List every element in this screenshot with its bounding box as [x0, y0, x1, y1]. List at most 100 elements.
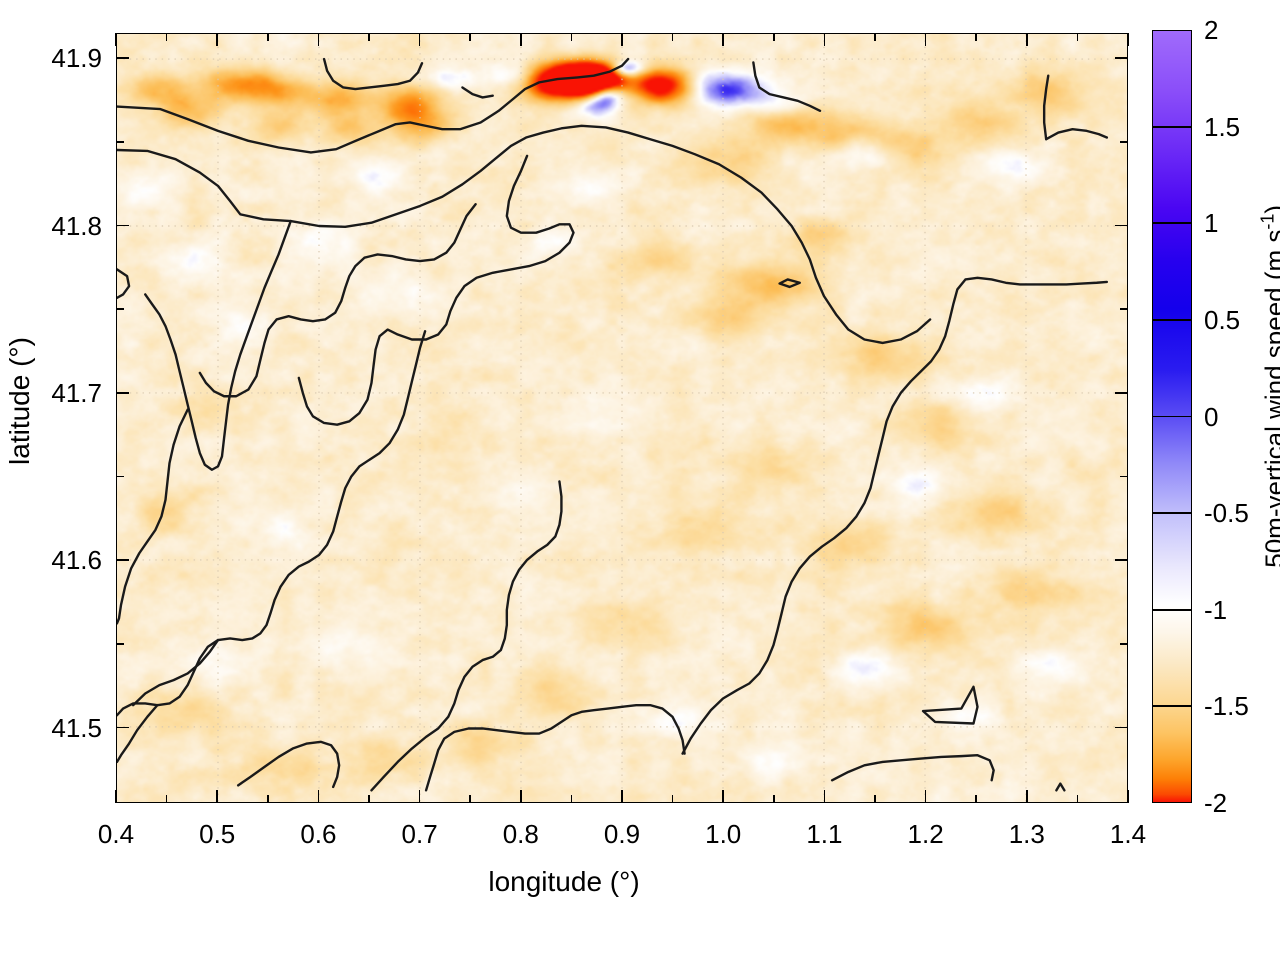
longitude-tick	[368, 33, 370, 41]
longitude-tick	[165, 795, 168, 803]
colorbar-tick	[1152, 705, 1192, 708]
longitude-axis-title: longitude (°)	[488, 866, 640, 897]
colorbar-tick-label: 0	[1204, 401, 1219, 432]
latitude-tick	[1120, 141, 1128, 143]
longitude-tick	[1026, 790, 1028, 803]
longitude-tick-label: 1.2	[907, 819, 944, 849]
longitude-tick	[621, 790, 623, 803]
longitude-tick	[469, 33, 471, 41]
longitude-tick	[874, 795, 876, 803]
longitude-tick	[671, 795, 674, 803]
longitude-tick-label: 1.3	[1008, 819, 1045, 849]
colorbar-title: 50m-vertical wind speed (m s-1)	[1258, 186, 1280, 586]
longitude-tick	[975, 795, 977, 803]
longitude-tick	[874, 33, 876, 41]
longitude-tick	[773, 795, 775, 803]
colorbar-tick-label: -0.5	[1204, 498, 1249, 529]
colorbar-tick-label: 2	[1204, 15, 1219, 45]
longitude-tick	[1076, 33, 1079, 41]
latitude-tick	[1115, 559, 1128, 562]
colorbar-title-text: 50m-vertical wind speed (m s	[1259, 230, 1280, 568]
longitude-tick-label: 0.9	[603, 819, 641, 849]
colorbar-title-exponent: -1	[1257, 213, 1278, 230]
longitude-tick	[317, 33, 320, 46]
latitude-tick-label: 41.9	[51, 43, 102, 74]
colorbar-tick	[1152, 415, 1192, 418]
colorbar-tick-label: -2	[1204, 788, 1228, 818]
longitude-tick-label: 0.8	[502, 819, 539, 849]
latitude-tick-label: 41.8	[51, 210, 102, 241]
longitude-tick	[267, 33, 269, 41]
longitude-tick	[621, 33, 623, 46]
longitude-tick	[469, 795, 471, 803]
latitude-tick	[1120, 643, 1128, 645]
colorbar-tick-label: 0.5	[1204, 304, 1241, 335]
latitude-tick-label: 41.5	[51, 712, 102, 743]
longitude-tick	[570, 795, 573, 803]
longitude-tick	[418, 790, 421, 803]
latitude-tick	[116, 559, 129, 562]
longitude-tick	[115, 790, 117, 803]
colorbar-tick	[1152, 222, 1192, 225]
longitude-tick-label: 0.4	[97, 819, 135, 849]
colorbar-tick-label: 1	[1204, 208, 1219, 239]
longitude-tick	[520, 790, 522, 803]
latitude-tick-label: 41.7	[51, 377, 102, 408]
longitude-tick	[1026, 33, 1028, 46]
colorbar-tick	[1152, 512, 1192, 515]
latitude-tick	[1115, 224, 1128, 227]
longitude-tick	[773, 33, 775, 41]
longitude-tick	[216, 790, 218, 803]
longitude-tick	[1127, 790, 1129, 803]
latitude-tick	[116, 224, 129, 227]
longitude-tick	[823, 33, 826, 46]
latitude-tick	[116, 141, 124, 143]
longitude-tick	[115, 33, 117, 46]
longitude-tick	[1127, 33, 1129, 46]
heatmap-canvas	[117, 34, 1127, 802]
longitude-tick	[267, 795, 269, 803]
latitude-tick	[116, 726, 129, 729]
longitude-tick-label: 1.1	[806, 819, 843, 849]
colorbar-group: 2 1.5 1 0.5 0 -0.5 -1 -1.5 -2 50m-vertical wind …	[1152, 17, 1280, 816]
latitude-tick	[116, 643, 124, 645]
colorbar-tick-label: -1	[1204, 594, 1228, 625]
longitude-tick-label: 1.0	[705, 819, 742, 849]
longitude-tick	[570, 33, 573, 41]
longitude-tick	[924, 790, 927, 803]
latitude-tick	[1120, 308, 1128, 310]
longitude-tick-label: 1.4	[1109, 819, 1147, 849]
latitude-tick	[1120, 475, 1128, 478]
longitude-tick	[216, 33, 218, 46]
colorbar-tick-label: -1.5	[1204, 691, 1249, 722]
latitude-tick	[116, 57, 129, 59]
colorbar-tick	[1152, 608, 1192, 611]
latitude-axis-title: latitude (°)	[4, 337, 35, 465]
longitude-tick	[722, 33, 724, 46]
longitude-tick	[975, 33, 977, 41]
longitude-tick	[418, 33, 421, 46]
latitude-tick	[116, 392, 129, 394]
longitude-tick-label: 0.7	[401, 819, 438, 849]
colorbar-tick	[1152, 125, 1192, 128]
longitude-tick	[520, 33, 522, 46]
longitude-tick	[722, 790, 724, 803]
latitude-tick	[116, 308, 124, 310]
longitude-tick	[924, 33, 927, 46]
latitude-tick-label: 41.6	[51, 545, 102, 576]
colorbar-tick-label: 1.5	[1204, 111, 1241, 142]
colorbar-title-suffix: )	[1259, 205, 1280, 214]
longitude-tick	[165, 33, 168, 41]
latitude-tick	[1115, 726, 1128, 729]
latitude-tick	[1115, 392, 1128, 394]
longitude-tick-label: 0.5	[199, 819, 236, 849]
longitude-tick	[368, 795, 370, 803]
longitude-tick	[823, 790, 826, 803]
longitude-tick	[671, 33, 674, 41]
latitude-tick	[116, 475, 124, 478]
longitude-tick	[317, 790, 320, 803]
colorbar-tick	[1152, 318, 1192, 321]
longitude-tick	[1076, 795, 1079, 803]
plot-area[interactable]	[116, 33, 1128, 803]
